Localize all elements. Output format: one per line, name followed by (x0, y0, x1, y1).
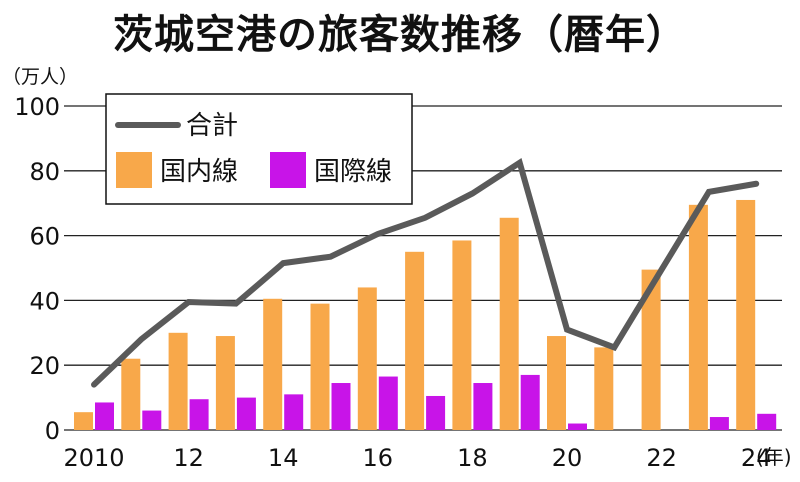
bar-international-2018 (473, 383, 493, 430)
bar-domestic-2023 (688, 204, 708, 430)
y-axis-unit-label: （万人） (2, 66, 79, 88)
y-tick-label-0: 0 (45, 417, 60, 445)
x-tick-label-2012: 12 (173, 444, 204, 472)
bar-international-2011 (142, 410, 162, 430)
x-tick-label-2014: 14 (268, 444, 299, 472)
total-line (91, 157, 760, 388)
y-tick-label-40: 40 (29, 287, 60, 315)
x-tick-label-2010: 2010 (63, 444, 124, 472)
bar-domestic-2014 (263, 298, 283, 430)
bar-domestic-2010 (74, 412, 93, 430)
legend-swatch-international (270, 152, 306, 188)
bar-domestic-2021 (594, 347, 614, 430)
bar-international-2016 (378, 376, 398, 430)
legend-swatch-domestic (116, 152, 152, 188)
bar-domestic-2012 (168, 332, 188, 430)
bar-domestic-2013 (215, 336, 235, 430)
bar-domestic-2018 (452, 240, 472, 430)
bar-international-2013 (236, 397, 256, 430)
y-tick-label-60: 60 (29, 223, 60, 251)
x-tick-label-2020: 20 (552, 444, 583, 472)
x-axis-unit-label: (年) (756, 445, 792, 469)
x-tick-label-2016: 16 (363, 444, 394, 472)
bar-international-2020 (568, 423, 587, 430)
bar-domestic-2022 (641, 269, 661, 430)
bar-international-2012 (189, 399, 209, 430)
bar-international-2015 (331, 383, 351, 430)
bar-international-2010 (95, 402, 114, 430)
bar-domestic-2011 (121, 358, 141, 430)
bar-international-2014 (284, 394, 304, 430)
bar-domestic-2024 (736, 199, 756, 430)
x-tick-labels: 2010 12 14 16 18 20 22 24 (63, 444, 771, 472)
legend-box (105, 93, 413, 205)
bar-domestic-2020 (547, 336, 566, 430)
chart-title: 茨城空港の旅客数推移（暦年） (113, 12, 687, 58)
bar-international-2019 (520, 374, 540, 430)
y-tick-label-100: 100 (14, 93, 60, 121)
x-tick-label-2022: 22 (646, 444, 677, 472)
bar-international-2023 (709, 417, 729, 430)
bar-domestic-2019 (499, 217, 519, 430)
legend-label-total: 合計 (186, 111, 238, 141)
y-tick-labels: 0 20 40 60 80 100 (14, 93, 60, 445)
x-tick-label-2024: 24 (741, 444, 772, 472)
y-tick-label-80: 80 (29, 158, 60, 186)
legend-label-domestic: 国内線 (160, 157, 238, 187)
y-tick-label-20: 20 (29, 352, 60, 380)
x-tick-label-2018: 18 (457, 444, 488, 472)
bar-domestic-2017 (405, 251, 425, 430)
bar-domestic-2015 (310, 303, 330, 430)
legend-label-international: 国際線 (314, 157, 392, 187)
bar-international-2017 (426, 395, 446, 430)
bar-domestic-2016 (357, 287, 377, 430)
legend: 合計 国内線 国際線 (105, 93, 413, 205)
bar-international-2024 (757, 413, 777, 430)
bars (74, 199, 777, 430)
